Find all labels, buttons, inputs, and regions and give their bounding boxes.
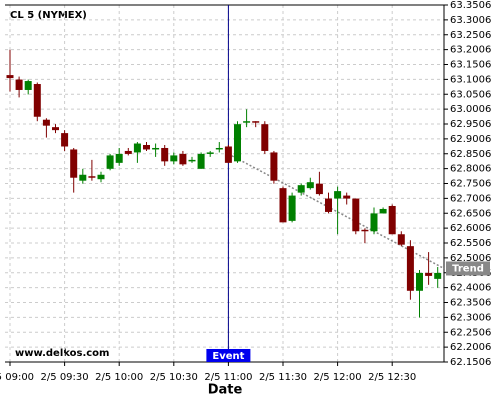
y-tick-label: 62.1506 [450, 357, 491, 368]
grid [5, 4, 444, 363]
candle-body [334, 191, 342, 199]
y-tick-label: 63.2006 [450, 45, 491, 56]
x-tick-label: 2/5 10:30 [150, 372, 198, 383]
y-tick-label: 62.9006 [450, 134, 491, 145]
candle-body [61, 133, 69, 147]
candle-body [88, 176, 96, 178]
y-tick-label: 63.1506 [450, 60, 491, 71]
x-tick-label: 2/5 12:30 [368, 372, 416, 383]
watermark: www.delkos.com [15, 348, 109, 359]
y-tick-label: 62.2506 [450, 327, 491, 338]
candle-body [170, 155, 178, 162]
candle-body [306, 182, 314, 189]
candle-body [152, 147, 160, 150]
candle-body [434, 272, 442, 279]
candle-body [234, 124, 241, 162]
candle-body [379, 208, 387, 214]
y-tick-label: 63.0506 [450, 89, 491, 100]
y-tick-label: 62.9506 [450, 119, 491, 130]
x-axis-title: Date [208, 383, 243, 398]
candle-body [124, 150, 132, 154]
candle-body [6, 75, 14, 79]
y-tick-label: 63.0006 [450, 104, 491, 115]
candle-body [188, 159, 196, 162]
candle-body [161, 147, 169, 162]
x-tick-label: 2/5 11:00 [204, 372, 252, 383]
y-tick-label: 62.8506 [450, 149, 491, 160]
trend-label-box [446, 261, 490, 276]
candle-body [425, 272, 433, 276]
y-tick-label: 63.3006 [450, 15, 491, 26]
candle-body [115, 153, 123, 163]
candle-body [52, 127, 59, 131]
candle-body [370, 213, 378, 232]
chart-title: CL 5 (NYMEX) [10, 10, 87, 21]
candle-body [106, 155, 114, 169]
candle-body [215, 147, 223, 150]
candle-body [288, 195, 296, 221]
y-tick-label: 62.3006 [450, 312, 491, 323]
y-tick-label: 63.2506 [450, 30, 491, 41]
candle-body [315, 183, 323, 195]
candle-body [397, 234, 405, 245]
candle-body [143, 145, 150, 150]
candle-body [297, 185, 305, 193]
candle-body [33, 84, 41, 117]
event-label-box [206, 349, 251, 362]
y-tick-label: 62.4006 [450, 283, 491, 294]
y-tick-label: 62.5006 [450, 253, 491, 264]
candle-body [325, 198, 332, 212]
y-tick-label: 62.2006 [450, 342, 491, 353]
y-tick-label: 63.1006 [450, 74, 491, 85]
candle-body [15, 79, 23, 90]
x-tick-label: 2/5 11:30 [259, 372, 307, 383]
candle-body [416, 272, 423, 291]
candle-body [261, 124, 269, 151]
candle-body [243, 121, 251, 123]
candle-body [388, 205, 396, 235]
event-label: Event [212, 351, 244, 362]
y-tick-label: 62.8006 [450, 164, 491, 175]
candle-body [24, 81, 32, 90]
candle-body [406, 246, 414, 291]
y-tick-label: 62.7506 [450, 179, 491, 190]
x-tick-label: 2/5 10:00 [95, 372, 143, 383]
candle-body [79, 174, 87, 181]
candle-body [352, 198, 360, 232]
candle-body [197, 153, 205, 169]
trend-line [228, 153, 445, 270]
x-tick-label: 2/5 09:00 [0, 372, 34, 383]
candle-body [206, 152, 214, 154]
y-tick-label: 62.7006 [450, 193, 491, 204]
y-tick-label: 63.3506 [450, 0, 491, 11]
y-tick-label: 62.6006 [450, 223, 491, 234]
candle-body [224, 146, 232, 163]
y-tick-label: 62.3506 [450, 298, 491, 309]
candle-body [70, 149, 78, 178]
candle-body [133, 143, 141, 153]
candle-body [279, 188, 287, 223]
candle-body [97, 174, 105, 180]
candle-body [42, 119, 50, 126]
candle-body [252, 121, 260, 123]
x-tick-label: 2/5 09:30 [41, 372, 89, 383]
candle-body [343, 195, 351, 199]
candle-body [270, 152, 278, 181]
x-tick-label: 2/5 12:00 [314, 372, 362, 383]
trend-label: Trend [452, 263, 484, 274]
candle-body [361, 229, 369, 232]
y-tick-label: 62.5506 [450, 238, 491, 249]
y-tick-label: 62.6506 [450, 208, 491, 219]
candle-body [179, 153, 187, 165]
